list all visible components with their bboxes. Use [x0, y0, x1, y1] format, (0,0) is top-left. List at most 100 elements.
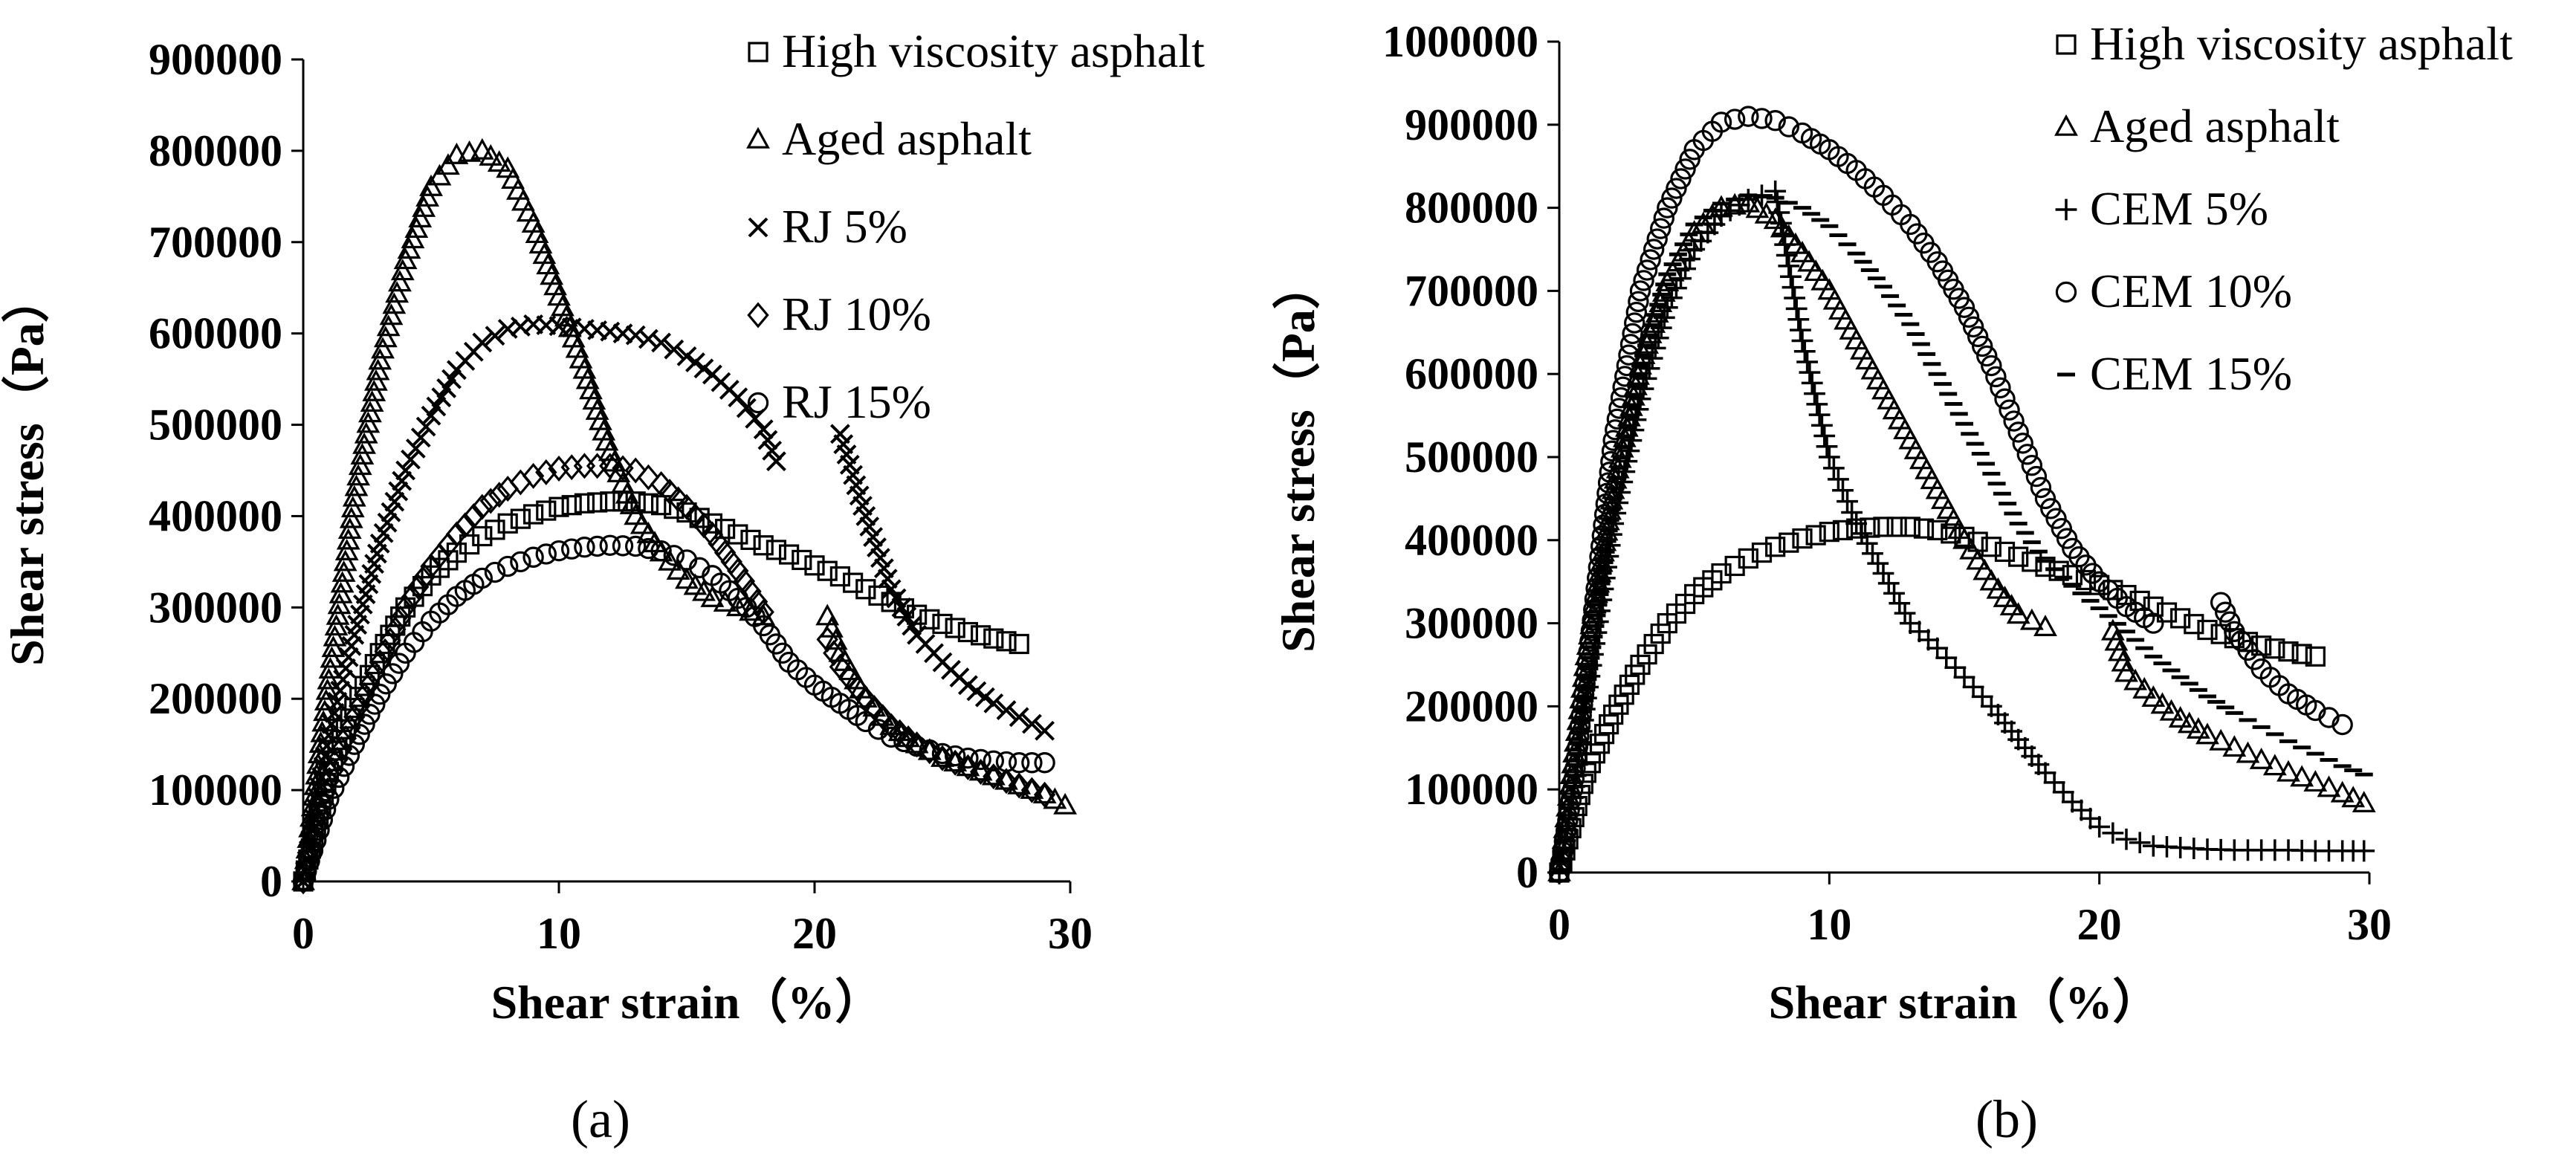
data-point	[329, 581, 353, 603]
data-point	[2132, 676, 2157, 699]
data-point	[1053, 792, 1078, 815]
data-point	[1867, 552, 1889, 574]
data-point	[1033, 781, 1056, 808]
data-point	[1636, 259, 1658, 281]
data-point	[1635, 368, 1657, 389]
y-tick-label: 500000	[149, 401, 282, 450]
data-point	[957, 675, 978, 696]
data-point	[1799, 361, 1821, 383]
data-point	[996, 700, 1017, 720]
data-point	[342, 485, 366, 507]
series-dash	[1550, 193, 2373, 875]
data-point	[1851, 522, 1873, 545]
data-point	[2352, 791, 2376, 813]
data-point	[382, 292, 407, 314]
data-point	[586, 453, 609, 479]
data-point	[902, 615, 922, 636]
x-tick-label: 0	[292, 909, 314, 958]
data-point	[1790, 319, 1811, 341]
data-point	[388, 653, 410, 674]
data-point	[1647, 327, 1669, 349]
data-point	[906, 735, 928, 757]
data-point	[919, 609, 940, 629]
data-point	[445, 521, 468, 548]
y-tick-label: 400000	[149, 491, 282, 540]
data-point	[410, 427, 431, 448]
data-point	[344, 474, 369, 496]
data-point	[497, 555, 519, 577]
data-point	[1624, 312, 1645, 334]
data-point	[2075, 569, 2097, 591]
data-point	[658, 479, 681, 505]
data-point	[1573, 683, 1595, 705]
data-point	[536, 500, 557, 521]
data-point	[676, 346, 697, 366]
data-point	[693, 358, 714, 379]
data-point	[740, 529, 761, 550]
y-tick-label: 100000	[1405, 765, 1538, 814]
data-point	[1751, 542, 1773, 563]
series-circle	[1548, 106, 2353, 884]
data-point	[1774, 233, 1796, 256]
data-point	[1751, 108, 1773, 129]
data-point	[2215, 601, 2236, 623]
data-point	[318, 657, 343, 679]
data-point	[1648, 291, 1673, 312]
data-point	[2291, 644, 2312, 664]
data-point	[1745, 196, 1770, 219]
legend-entry: Aged asphalt	[746, 112, 1032, 165]
y-tick-label: 300000	[149, 583, 282, 632]
data-point	[1778, 116, 1800, 137]
data-point	[1580, 620, 1602, 641]
data-point	[1958, 306, 1980, 328]
data-point	[2025, 465, 2048, 488]
data-point	[1819, 522, 1839, 543]
data-point	[1779, 532, 1799, 553]
data-point	[1808, 404, 1831, 426]
data-point	[363, 660, 386, 687]
data-point	[2006, 602, 2030, 624]
data-point	[302, 840, 324, 861]
data-point	[431, 387, 452, 408]
data-point	[1845, 513, 1868, 534]
data-point	[2012, 433, 2033, 454]
data-point	[1606, 408, 1628, 430]
data-point	[1801, 372, 1823, 394]
series-circle	[292, 534, 1055, 893]
data-point	[1972, 335, 1993, 357]
data-point	[974, 687, 995, 708]
data-point	[1793, 340, 1816, 363]
data-point	[333, 549, 357, 572]
y-axis-title: Shear stress（Pa）	[1272, 262, 1324, 653]
data-point	[896, 606, 917, 627]
data-point	[2150, 692, 2175, 714]
data-point	[842, 572, 864, 593]
data-point	[2007, 421, 2029, 443]
data-point	[891, 597, 912, 618]
data-point	[1781, 276, 1804, 299]
data-point	[624, 457, 647, 484]
data-point	[1679, 248, 1701, 270]
data-point	[2033, 615, 2057, 636]
data-point	[479, 488, 502, 514]
data-point	[1768, 201, 1790, 224]
chart-panel-b: 0 100000 200000 300000 400000 500000 600000 700…	[1272, 17, 2513, 1149]
data-point	[560, 454, 583, 481]
data-point	[324, 702, 345, 723]
data-point	[348, 453, 372, 476]
data-point	[315, 678, 340, 700]
data-point	[1900, 517, 1920, 537]
data-point	[326, 603, 350, 625]
data-point	[1666, 178, 1687, 199]
data-point	[1021, 713, 1042, 734]
data-point	[1590, 535, 1612, 557]
data-point	[2034, 762, 2056, 784]
legend-entry: High viscosity asphalt	[748, 25, 1205, 77]
data-point	[346, 464, 370, 486]
data-point	[510, 508, 531, 529]
data-point	[1862, 543, 1883, 565]
data-point	[1790, 240, 1814, 262]
data-point	[1020, 777, 1043, 803]
series-square	[1549, 517, 2326, 883]
data-point	[510, 551, 531, 573]
